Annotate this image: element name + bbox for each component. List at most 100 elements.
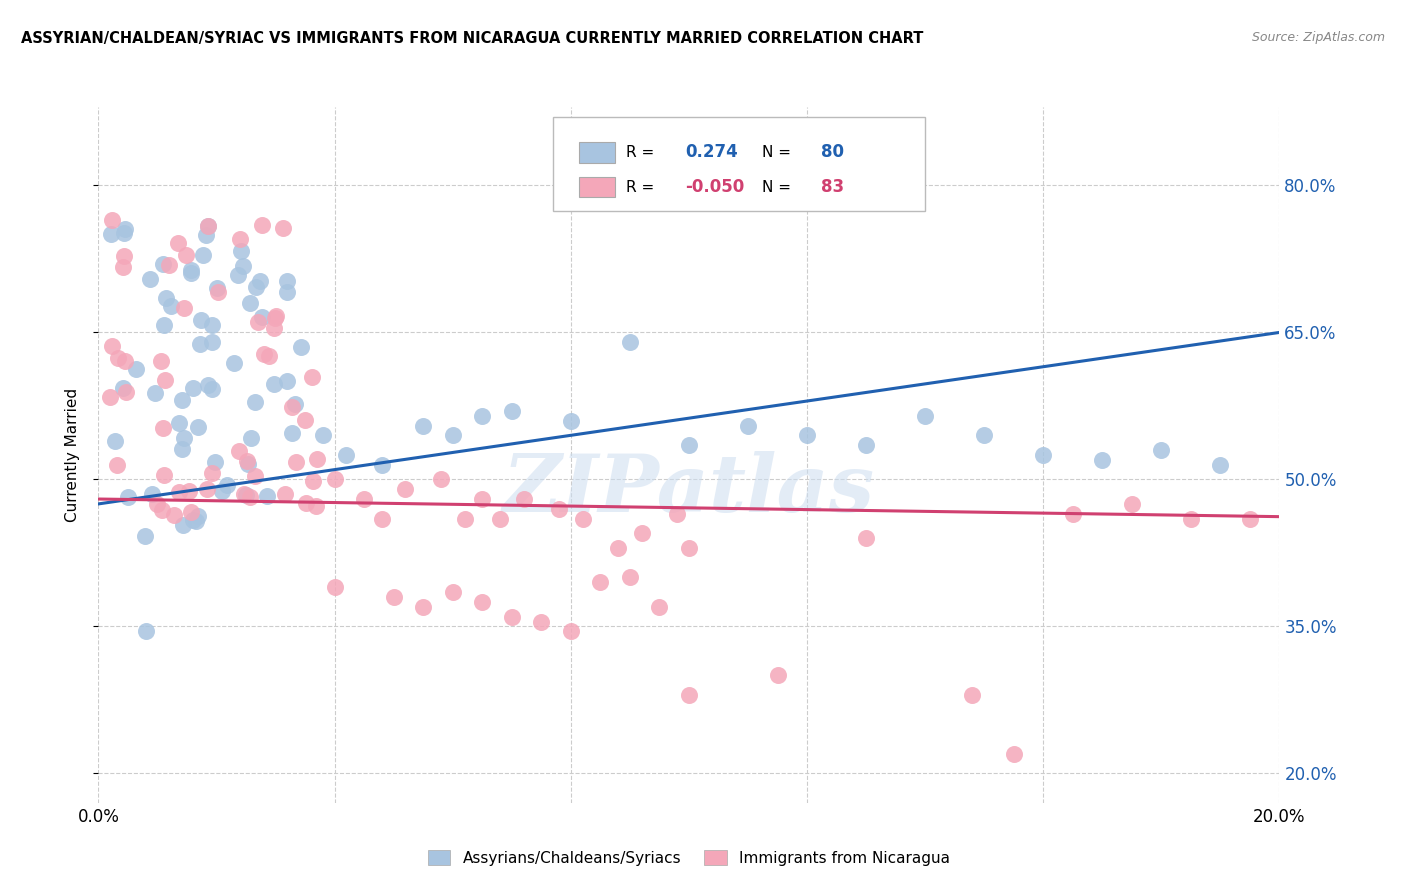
Point [243,395,266,409]
Point [530,615,553,629]
Point [630,526,652,541]
Point [1091,452,1114,467]
Point [160,299,183,313]
Point [501,609,523,624]
Point [167,416,190,430]
Point [353,491,375,506]
Point [276,285,298,300]
Point [973,428,995,442]
Point [187,420,209,434]
Point [173,431,195,445]
Point [301,369,323,384]
Y-axis label: Currently Married: Currently Married [65,388,80,522]
Point [135,624,157,639]
Point [430,472,453,486]
Point [197,219,219,234]
Point [173,301,195,315]
Point [181,381,204,395]
Point [180,263,202,277]
Point [153,468,176,483]
Text: N =: N = [762,145,796,160]
Point [290,340,312,354]
Point [281,400,304,414]
Point [153,318,176,333]
Point [855,531,877,545]
Point [141,487,163,501]
Text: 0.274: 0.274 [685,144,738,161]
Point [228,232,250,246]
Point [1239,511,1261,525]
Point [276,374,298,388]
Point [441,428,464,442]
Point [962,688,984,702]
Point [271,221,294,235]
Point [285,455,308,469]
Point [207,285,229,300]
Point [737,418,759,433]
Point [441,585,464,599]
Point [371,511,394,525]
Point [678,541,700,555]
Point [201,382,224,396]
Point [204,455,226,469]
Point [228,268,250,283]
Point [501,404,523,418]
Point [256,489,278,503]
Point [1062,507,1084,521]
Point [548,501,571,516]
Point [312,428,335,442]
Point [249,274,271,288]
Point [201,334,224,349]
Point [197,378,219,392]
Point [150,502,173,516]
Point [180,505,202,519]
Point [678,688,700,702]
Point [107,351,129,366]
Point [188,337,211,351]
Point [176,248,198,262]
Point [305,451,328,466]
Point [619,570,641,584]
Point [512,491,534,506]
Point [678,438,700,452]
Point [371,458,394,472]
Point [190,313,212,327]
Point [232,259,254,273]
Point [280,426,302,441]
Point [195,482,218,496]
Point [217,477,239,491]
Point [250,310,273,325]
Point [323,580,346,594]
Point [167,235,190,250]
Point [489,511,512,525]
Point [284,397,307,411]
Point [1121,497,1143,511]
Point [471,595,494,609]
Point [1209,458,1232,472]
Point [117,490,139,504]
Point [335,448,357,462]
Point [112,249,135,263]
Point [194,227,217,242]
Point [229,244,252,259]
Point [235,488,257,502]
FancyBboxPatch shape [579,142,614,162]
Point [855,438,877,452]
Point [607,541,630,555]
Text: N =: N = [762,179,796,194]
Point [114,354,136,368]
Point [294,496,316,510]
Point [201,318,224,332]
Text: ASSYRIAN/CHALDEAN/SYRIAC VS IMMIGRANTS FROM NICARAGUA CURRENTLY MARRIED CORRELAT: ASSYRIAN/CHALDEAN/SYRIAC VS IMMIGRANTS F… [21,31,924,46]
Point [239,490,262,504]
Point [412,599,434,614]
Point [257,349,280,363]
Point [382,590,405,604]
Point [112,226,135,240]
Point [145,497,167,511]
Point [250,219,273,233]
Point [153,373,176,387]
Point [560,414,582,428]
Point [170,442,193,456]
Point [253,347,276,361]
